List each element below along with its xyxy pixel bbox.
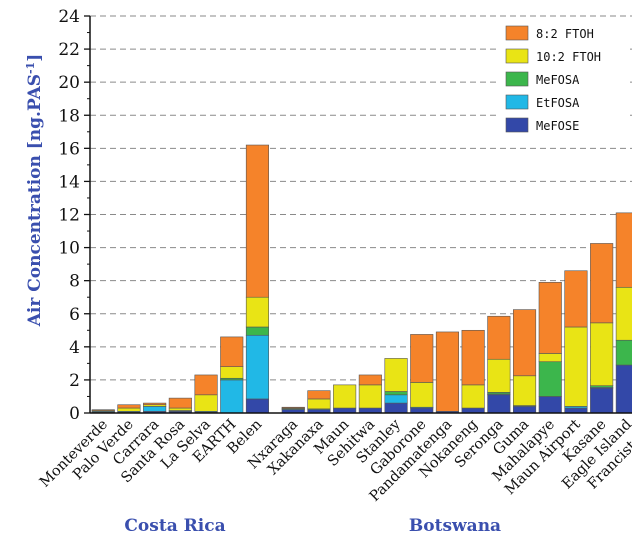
legend-label-mefose: MeFOSE <box>536 119 579 133</box>
y-tick-label-22: 22 <box>58 40 80 60</box>
bar-segment-10-2-ftoh-stanley <box>384 358 408 392</box>
bar-segment-10-2-ftoh-la-selva <box>194 394 218 412</box>
y-tick-label-0: 0 <box>69 404 80 424</box>
bar-segment-etfosa-earth <box>220 379 244 414</box>
bar-segment-8-2-ftoh-maun-airport <box>564 270 588 328</box>
bar-segment-8-2-ftoh-nxaraga <box>281 406 305 409</box>
bar-segment-etfosa-stanley <box>384 394 408 404</box>
y-tick-label-10: 10 <box>58 239 80 259</box>
bar-segment-10-2-ftoh-seronga <box>487 358 511 393</box>
bar-segment-10-2-ftoh-guma <box>512 375 537 406</box>
bar-segment-mefosa-mahalapye <box>538 361 562 397</box>
bar-segment-8-2-ftoh-monteverde <box>91 409 115 411</box>
bar-segment-8-2-ftoh-eagle-island <box>615 212 632 288</box>
y-tick-label-2: 2 <box>69 371 80 391</box>
bar-segment-10-2-ftoh-sehitwa <box>358 384 382 409</box>
bar-segment-8-2-ftoh-belen <box>245 144 269 298</box>
bar-segment-mefose-seronga <box>487 394 511 414</box>
legend-swatch-etfosa <box>505 94 529 110</box>
bar-segment-8-2-ftoh-nokaneng <box>461 329 485 386</box>
bar-segment-8-2-ftoh-mahalapye <box>538 282 562 354</box>
bar-segment-mefose-stanley <box>384 402 408 414</box>
bar-segment-10-2-ftoh-belen <box>245 296 269 328</box>
bar-segment-10-2-ftoh-gaborone <box>410 382 434 408</box>
y-tick-label-16: 16 <box>58 139 80 159</box>
legend-swatch-10-2-ftoh <box>505 48 529 64</box>
y-tick-label-6: 6 <box>69 305 80 325</box>
bar-segment-10-2-ftoh-mahalapye <box>538 353 562 363</box>
axes <box>84 15 632 414</box>
legend-label-etfosa: EtFOSA <box>536 96 580 110</box>
bar-segment-8-2-ftoh-gaborone <box>410 334 434 383</box>
y-tick-label-4: 4 <box>69 338 80 358</box>
bars <box>91 144 632 414</box>
legend: 8:2 FTOH 10:2 FTOH MeFOSA EtFOSA MeFOSE <box>500 17 626 136</box>
y-axis-title: Air Concentration [ng.PAS-1] <box>24 54 45 328</box>
bar-segment-10-2-ftoh-kasane <box>590 322 614 387</box>
y-tick-label-12: 12 <box>58 206 80 226</box>
y-axis-title-superscript: -1 <box>24 62 37 74</box>
bar-segment-etfosa-belen <box>245 334 269 400</box>
bar-segment-mefose-belen <box>245 398 269 414</box>
bar-segment-8-2-ftoh-carrara <box>143 402 167 406</box>
bar-segment-10-2-ftoh-eagle-island <box>615 286 632 341</box>
bar-segment-10-2-ftoh-earth <box>220 366 244 379</box>
bar-segment-8-2-ftoh-guma <box>512 309 537 377</box>
bar-segment-8-2-ftoh-palo-verde <box>117 404 141 409</box>
bar-segment-10-2-ftoh-maun-airport <box>564 326 588 407</box>
bar-segment-8-2-ftoh-xakanaxa <box>307 390 331 400</box>
group-label-botswana: Botswana <box>409 516 501 536</box>
bar-segment-8-2-ftoh-santa-rosa <box>168 397 192 409</box>
bar-segment-10-2-ftoh-maun <box>333 384 357 409</box>
bar-segment-mefose-guma <box>512 406 537 414</box>
bar-segment-mefose-kasane <box>590 387 614 414</box>
group-label-costa-rica: Costa Rica <box>124 516 225 536</box>
legend-label-mefosa: MeFOSA <box>536 73 580 87</box>
bar-segment-8-2-ftoh-pandamatenga <box>435 331 460 412</box>
bar-segment-mefosa-belen <box>245 326 269 336</box>
y-tick-label-18: 18 <box>58 106 80 126</box>
bar-segment-etfosa-carrara <box>143 406 167 412</box>
bar-segment-8-2-ftoh-sehitwa <box>358 374 382 386</box>
legend-label-10-2-ftoh: 10:2 FTOH <box>536 50 601 64</box>
y-tick-label-14: 14 <box>58 172 80 192</box>
y-axis-title-main: Air Concentration [ng.PAS <box>25 74 45 327</box>
bar-segment-8-2-ftoh-seronga <box>487 315 511 360</box>
bar-segment-mefosa-stanley <box>384 391 408 396</box>
legend-swatch-mefose <box>505 117 529 133</box>
bar-segment-8-2-ftoh-la-selva <box>194 374 218 396</box>
bar-segment-mefose-eagle-island <box>615 364 632 414</box>
bar-segment-8-2-ftoh-kasane <box>590 243 614 324</box>
legend-swatch-8-2-ftoh <box>505 25 529 41</box>
y-tick-label-24: 24 <box>58 7 80 27</box>
bar-segment-mefose-mahalapye <box>538 396 562 414</box>
bar-segment-8-2-ftoh-earth <box>220 336 244 367</box>
y-tick-label-8: 8 <box>69 272 80 292</box>
bar-segment-10-2-ftoh-xakanaxa <box>307 398 331 410</box>
y-axis-title-suffix: ] <box>25 54 45 62</box>
bar-segment-10-2-ftoh-palo-verde <box>117 407 141 412</box>
legend-label-8-2-ftoh: 8:2 FTOH <box>536 27 594 41</box>
bar-segment-10-2-ftoh-nokaneng <box>461 384 485 409</box>
legend-swatch-mefosa <box>505 71 529 87</box>
y-tick-label-20: 20 <box>58 73 80 93</box>
bar-segment-mefosa-eagle-island <box>615 339 632 366</box>
group-labels: Costa Rica Botswana <box>124 516 501 536</box>
bar-segment-10-2-ftoh-santa-rosa <box>168 407 192 411</box>
